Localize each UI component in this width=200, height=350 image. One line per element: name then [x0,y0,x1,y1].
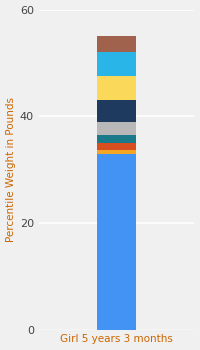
Bar [97,154,136,330]
Bar [97,76,136,100]
Bar [97,135,136,143]
Bar [97,52,136,76]
Bar [97,143,136,149]
Bar [97,149,136,154]
Bar [97,36,136,52]
Y-axis label: Percentile Weight in Pounds: Percentile Weight in Pounds [6,97,16,243]
Bar [97,100,136,122]
Bar [97,122,136,135]
